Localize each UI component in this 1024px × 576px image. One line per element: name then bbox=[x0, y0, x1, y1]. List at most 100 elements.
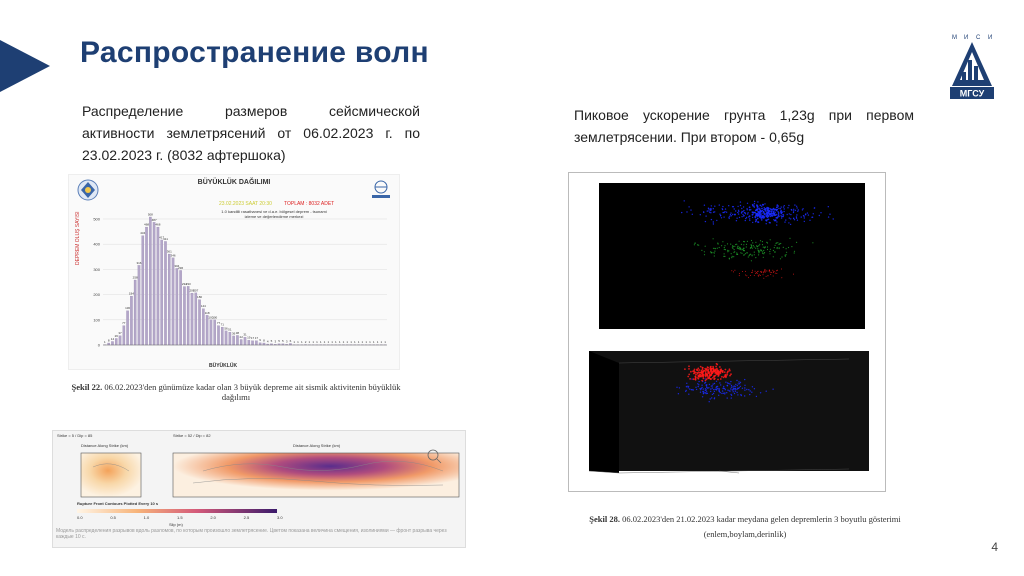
bar-value-label: 1 bbox=[377, 340, 379, 344]
hypocenter-point bbox=[732, 245, 734, 247]
hypocenter-point bbox=[737, 394, 739, 396]
hypocenter-point bbox=[704, 245, 706, 247]
bar bbox=[164, 241, 167, 346]
bar bbox=[137, 265, 141, 346]
hypocenter-point bbox=[707, 387, 709, 389]
hypocenter-point bbox=[732, 386, 734, 388]
hypocenter-point bbox=[796, 219, 799, 221]
right-panel-axis: Distance Along Strike (km) bbox=[293, 443, 341, 448]
bar-value-label: 118 bbox=[205, 311, 210, 315]
hypocenter-point bbox=[766, 242, 769, 244]
hypocenter-point bbox=[738, 381, 740, 383]
hypocenter-point bbox=[763, 212, 766, 215]
hypocenter-point bbox=[788, 213, 790, 215]
hypocenter-point bbox=[713, 375, 716, 378]
hypocenter-point bbox=[790, 213, 792, 216]
hypocenter-point bbox=[718, 394, 720, 396]
bar-value-label: 37 bbox=[118, 331, 122, 335]
hypocenter-point bbox=[724, 393, 726, 395]
bar-value-label: 487 bbox=[152, 218, 157, 222]
hypocenter-point bbox=[702, 377, 705, 380]
y-tick-label: 0 bbox=[98, 343, 101, 348]
hypocenter-point bbox=[759, 204, 762, 207]
hypocenter-point bbox=[732, 387, 735, 390]
bar-value-label: 194 bbox=[129, 292, 134, 296]
hypocenter-point bbox=[742, 206, 745, 208]
hypocenter-point bbox=[773, 247, 775, 249]
hypocenter-point bbox=[707, 370, 710, 373]
hypocenter-point bbox=[702, 393, 705, 395]
hypocenter-point bbox=[758, 245, 760, 247]
hypocenter-point bbox=[782, 246, 784, 248]
hypocenter-point bbox=[760, 210, 762, 213]
hypocenter-point bbox=[762, 252, 764, 254]
bar-value-label: 3 bbox=[274, 340, 276, 344]
hypocenter-point bbox=[753, 388, 756, 390]
hypocenter-point bbox=[755, 257, 757, 259]
hypocenter-point bbox=[730, 373, 732, 376]
hypocenter-point bbox=[728, 250, 730, 252]
hypocenter-point bbox=[748, 277, 749, 279]
hypocenter-point bbox=[778, 247, 780, 250]
hypocenter-point bbox=[761, 205, 763, 207]
hypocenter-point bbox=[761, 244, 764, 246]
hypocenter-point bbox=[709, 208, 711, 210]
hypocenter-point bbox=[723, 248, 725, 250]
hypocenter-point bbox=[728, 216, 730, 218]
hypocenter-point bbox=[704, 381, 707, 384]
hypocenter-point bbox=[690, 370, 692, 373]
hypocenter-point bbox=[794, 209, 797, 211]
hypocenter-point bbox=[736, 384, 738, 387]
hypocenter-point bbox=[719, 382, 721, 384]
hypocenter-point bbox=[791, 246, 793, 248]
hypocenter-point bbox=[717, 242, 719, 244]
hypocenter-point bbox=[753, 254, 755, 256]
bar bbox=[209, 319, 213, 346]
hypocenter-point bbox=[743, 240, 745, 243]
hypocenter-point bbox=[697, 383, 699, 385]
hypocenter-point bbox=[777, 212, 780, 214]
hypocenter-point bbox=[736, 391, 738, 394]
hypocenter-point bbox=[730, 243, 732, 245]
hypocenter-point bbox=[712, 252, 714, 254]
hypocenter-point bbox=[753, 205, 755, 208]
hypocenter-point bbox=[751, 386, 754, 388]
bar bbox=[221, 327, 224, 346]
hypocenter-point bbox=[734, 213, 736, 215]
hypocenter-point bbox=[724, 373, 727, 376]
bar-value-label: 5 bbox=[271, 339, 273, 343]
hypocenter-point bbox=[720, 384, 722, 386]
hypocenter-point bbox=[745, 243, 748, 245]
hypocenter-point bbox=[736, 388, 738, 391]
hypocenter-point bbox=[710, 251, 712, 253]
left-description: Распределение размеров сейсмической акти… bbox=[82, 103, 420, 163]
hypocenter-point bbox=[711, 397, 713, 399]
hypocenter-point bbox=[774, 272, 776, 274]
hypocenter-point bbox=[772, 388, 774, 390]
hypocenter-point bbox=[759, 215, 762, 218]
hypocenter-point bbox=[710, 209, 712, 212]
hypocenter-point bbox=[760, 270, 762, 272]
hypocenter-point bbox=[716, 219, 718, 222]
bar bbox=[224, 330, 228, 346]
hypocenter-point bbox=[760, 217, 763, 219]
hypocenter-point bbox=[701, 368, 704, 371]
hypocenter-point bbox=[758, 252, 760, 254]
hypocenter-point bbox=[748, 206, 751, 209]
bar-value-label: 417 bbox=[159, 235, 164, 239]
hypocenter-point bbox=[724, 208, 727, 210]
bar bbox=[247, 340, 251, 346]
hypocenter-point bbox=[724, 255, 726, 257]
hypocenter-point bbox=[780, 206, 782, 208]
bar bbox=[194, 292, 198, 346]
hypocenter-point bbox=[787, 207, 789, 209]
hypocenter-point bbox=[765, 223, 767, 225]
figure3-caption-text: 06.02.2023'den 21.02.2023 kadar meydana … bbox=[619, 514, 901, 539]
hypocenter-point bbox=[797, 209, 799, 211]
hypocenter-point bbox=[738, 210, 740, 213]
bar bbox=[255, 340, 258, 346]
bar bbox=[130, 296, 133, 346]
hypocenter-point bbox=[790, 218, 792, 220]
hypocenter-point bbox=[777, 242, 779, 244]
hypocenter-point bbox=[827, 206, 829, 208]
